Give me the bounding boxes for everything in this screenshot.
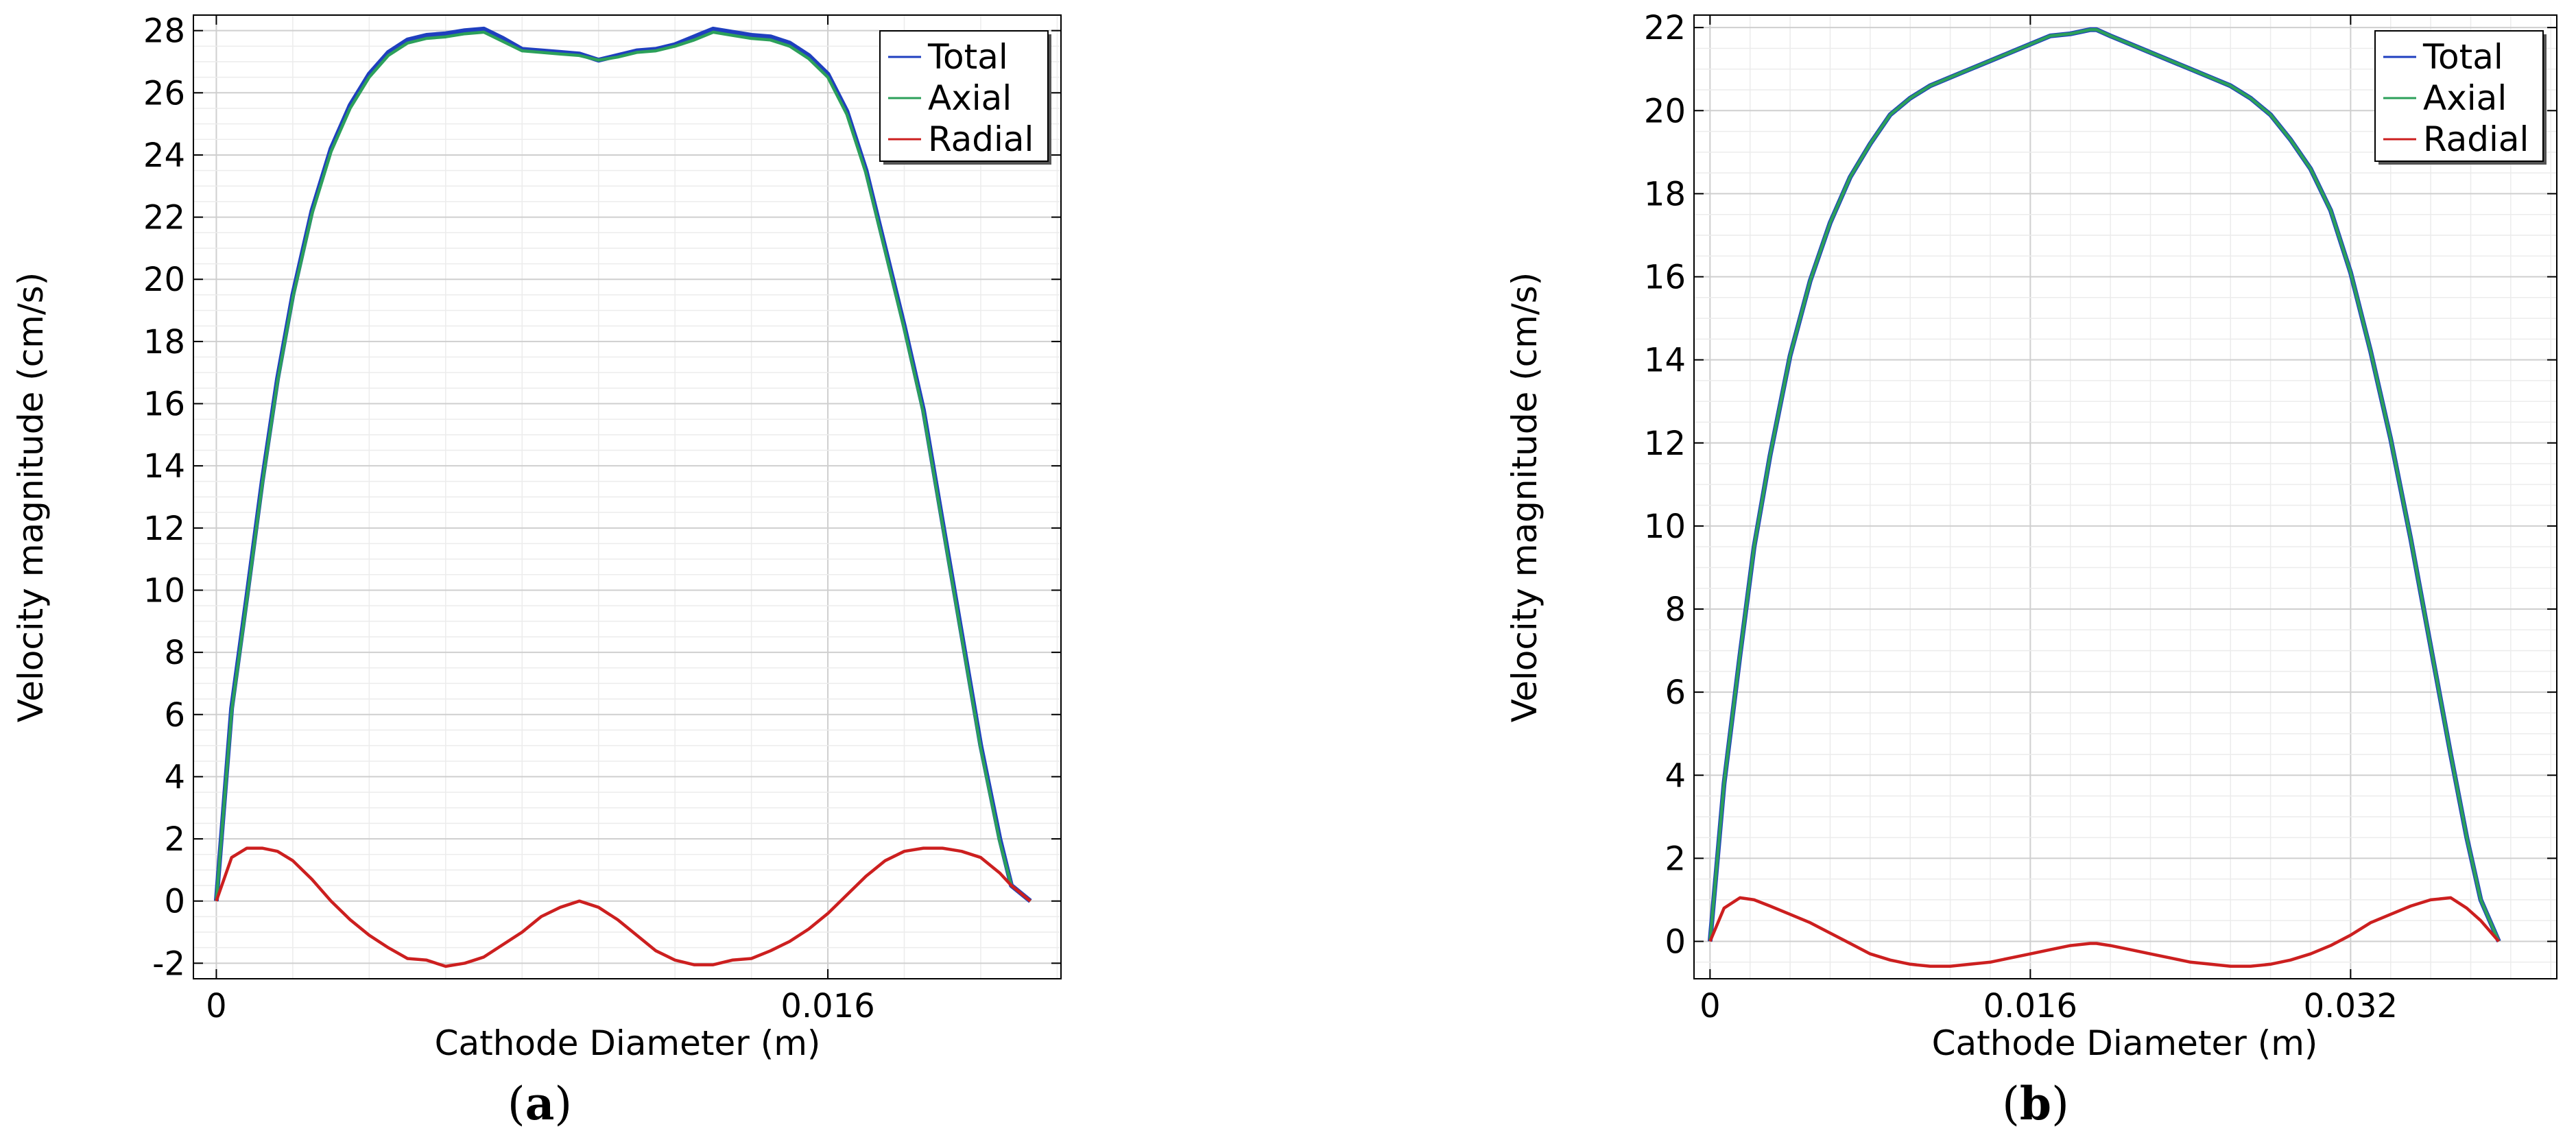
y-tick-label: 18 bbox=[1644, 175, 1686, 213]
y-tick-label: 8 bbox=[1665, 591, 1686, 629]
y-tick-label: 14 bbox=[143, 447, 185, 486]
y-tick-label: 0 bbox=[164, 883, 185, 921]
y-tick-label: 16 bbox=[143, 385, 185, 424]
y-tick-label: 6 bbox=[1665, 674, 1686, 712]
y-tick-label: 10 bbox=[1644, 508, 1686, 546]
legend-label-radial: Radial bbox=[928, 119, 1034, 159]
x-tick-label: 0 bbox=[206, 987, 227, 1025]
series-line-radial bbox=[215, 846, 1031, 968]
chart-panel-b: 0 2 4 6 8 10 12 14 16 18 20 22 0 0.016 0.032 TotalAxia… bbox=[1505, 9, 2557, 1130]
panel-letter: b bbox=[2020, 1077, 2051, 1130]
y-tick-label: 12 bbox=[143, 510, 185, 548]
axis-ticks: 0 2 4 6 8 10 12 14 16 18 20 22 0 0.016 0.032 bbox=[1644, 9, 2557, 1025]
y-tick-label: 24 bbox=[143, 136, 185, 175]
legend-label-axial: Axial bbox=[2423, 78, 2507, 118]
grid-lines bbox=[1694, 15, 2557, 979]
x-tick-label: 0.016 bbox=[1983, 987, 2077, 1025]
y-tick-label: 2 bbox=[164, 820, 185, 859]
x-axis-title: Cathode Diameter (m) bbox=[435, 1023, 821, 1063]
y-axis-title: Velocity magnitude (cm/s) bbox=[1505, 272, 1545, 723]
series-line-radial bbox=[1708, 896, 2501, 968]
y-tick-label: 14 bbox=[1644, 342, 1686, 380]
legend-label-axial: Axial bbox=[928, 78, 1012, 118]
y-tick-label: 28 bbox=[143, 12, 185, 51]
x-tick-label: 0 bbox=[1700, 987, 1721, 1025]
legend-label-total: Total bbox=[2422, 37, 2503, 77]
series-line-axial bbox=[1708, 27, 2501, 942]
y-tick-label: 20 bbox=[1644, 92, 1686, 130]
y-axis-title: Velocity magnitude (cm/s) bbox=[11, 272, 51, 723]
series-lines bbox=[1707, 27, 2501, 968]
y-tick-label: 2 bbox=[1665, 840, 1686, 878]
legend-label-radial: Radial bbox=[2423, 119, 2529, 159]
y-tick-label: 8 bbox=[164, 634, 185, 672]
y-tick-label: 18 bbox=[143, 323, 185, 361]
y-tick-label: 4 bbox=[1665, 757, 1686, 795]
y-tick-label: 22 bbox=[143, 199, 185, 237]
y-tick-label: -2 bbox=[152, 944, 185, 983]
plot-frame bbox=[1693, 14, 2557, 979]
y-tick-label: 22 bbox=[1644, 9, 1686, 47]
x-tick-label: 0.032 bbox=[2304, 987, 2398, 1025]
x-tick-label: 0.016 bbox=[780, 987, 874, 1025]
y-tick-label: 26 bbox=[143, 74, 185, 112]
y-tick-label: 6 bbox=[164, 696, 185, 735]
y-tick-label: 16 bbox=[1644, 259, 1686, 297]
plot-frame bbox=[193, 14, 1062, 979]
panel-label-a: (a) bbox=[508, 1077, 572, 1130]
y-tick-label: 4 bbox=[164, 758, 185, 796]
panel-letter: a bbox=[525, 1077, 555, 1130]
panel-label-b: (b) bbox=[2002, 1077, 2069, 1130]
y-tick-label: 12 bbox=[1644, 425, 1686, 463]
y-tick-label: 10 bbox=[143, 571, 185, 610]
series-line-total bbox=[1707, 27, 2501, 942]
x-axis-title: Cathode Diameter (m) bbox=[1932, 1023, 2318, 1063]
legend-label-total: Total bbox=[927, 37, 1008, 77]
series-line-axial bbox=[215, 30, 1031, 903]
y-tick-label: 0 bbox=[1665, 923, 1686, 961]
y-tick-label: 20 bbox=[143, 261, 185, 299]
series-lines bbox=[213, 26, 1032, 968]
